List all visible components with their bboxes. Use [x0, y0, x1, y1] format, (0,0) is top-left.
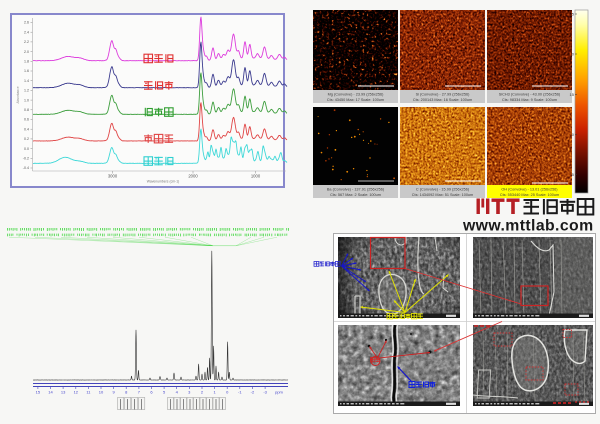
svg-text:1.4: 1.4 — [24, 79, 29, 83]
svg-text:Cts: 43450 Max: 17 Scale: 100u: Cts: 43450 Max: 17 Scale: 100um — [327, 98, 384, 102]
svg-text:Ba (Convolve) - 137.91 (256x25: Ba (Convolve) - 137.91 (256x256) — [327, 188, 385, 192]
svg-text:15: 15 — [36, 390, 41, 395]
svg-text:8: 8 — [125, 390, 128, 395]
svg-text:12: 12 — [74, 390, 79, 395]
svg-text:2: 2 — [201, 390, 204, 395]
svg-text:SiCH3 (Convolve) - 43.00 (256x: SiCH3 (Convolve) - 43.00 (256x256) — [499, 93, 561, 97]
svg-text:25: 25 — [570, 12, 575, 17]
svg-text:OH (Convolve) - 13.01 (256x256: OH (Convolve) - 13.01 (256x256) — [501, 188, 558, 192]
svg-text:20: 20 — [570, 52, 575, 57]
svg-text:Cts: 553440 Max: 25 Scale: 100: Cts: 553440 Max: 25 Scale: 100um — [500, 193, 559, 197]
svg-text:3: 3 — [188, 390, 191, 395]
svg-text:9: 9 — [112, 390, 115, 395]
svg-text:10: 10 — [570, 132, 575, 137]
svg-text:1.6: 1.6 — [24, 69, 29, 73]
svg-text:Absorbance: Absorbance — [16, 86, 20, 103]
svg-text:Cts: 98334 Max: 9 Scale: 100um: Cts: 98334 Max: 9 Scale: 100um — [502, 98, 557, 102]
svg-text:www.mttlab.com: www.mttlab.com — [462, 218, 594, 235]
svg-text:-1: -1 — [238, 390, 242, 395]
svg-text:4: 4 — [176, 390, 179, 395]
svg-text:1.0: 1.0 — [24, 98, 29, 102]
svg-text:C (Convolve) - 15.99 (256x256): C (Convolve) - 15.99 (256x256) — [416, 188, 470, 192]
svg-text:15: 15 — [570, 92, 575, 97]
svg-text:Cts: 567 Max: 2 Scale: 100um: Cts: 567 Max: 2 Scale: 100um — [330, 193, 381, 197]
svg-text:13: 13 — [61, 390, 66, 395]
svg-text:1000: 1000 — [251, 174, 261, 179]
svg-text:0: 0 — [226, 390, 229, 395]
svg-text:7: 7 — [138, 390, 141, 395]
svg-text:0.6: 0.6 — [24, 118, 29, 122]
svg-text:14: 14 — [48, 390, 53, 395]
svg-text:Cts: 1434092 Max: 51 Scale: 10: Cts: 1434092 Max: 51 Scale: 100um — [412, 193, 473, 197]
svg-text:1: 1 — [213, 390, 216, 395]
svg-text:10: 10 — [99, 390, 104, 395]
svg-text:Mg (Convolve) - 23.99 (256x256: Mg (Convolve) - 23.99 (256x256) — [328, 93, 384, 97]
svg-text:2.0: 2.0 — [24, 50, 29, 54]
svg-text:3000: 3000 — [108, 174, 118, 179]
svg-text:1.2: 1.2 — [24, 89, 29, 93]
svg-text:2.4: 2.4 — [24, 30, 29, 34]
svg-text:6: 6 — [150, 390, 153, 395]
svg-text:ppm: ppm — [275, 390, 283, 395]
svg-text:Wavenumbers (cm-1): Wavenumbers (cm-1) — [147, 180, 179, 184]
svg-text:-3: -3 — [263, 390, 267, 395]
svg-text:1.8: 1.8 — [24, 60, 29, 64]
svg-text:Cts: 200143 Max: 16 Scale: 100: Cts: 200143 Max: 16 Scale: 100um — [413, 98, 472, 102]
svg-text:2.6: 2.6 — [24, 21, 29, 25]
svg-text:0.0: 0.0 — [24, 147, 29, 151]
svg-text:0.2: 0.2 — [24, 137, 29, 141]
svg-text:-0.4: -0.4 — [23, 166, 29, 170]
svg-text:-2: -2 — [251, 390, 255, 395]
svg-text:-0.2: -0.2 — [23, 157, 29, 161]
svg-text:0.4: 0.4 — [24, 127, 29, 131]
svg-text:2.2: 2.2 — [24, 40, 29, 44]
svg-text:Si (Convolve) - 27.99 (256x256: Si (Convolve) - 27.99 (256x256) — [416, 93, 471, 97]
svg-text:0.8: 0.8 — [24, 108, 29, 112]
svg-text:11: 11 — [86, 390, 91, 395]
svg-text:5: 5 — [163, 390, 166, 395]
svg-text:2000: 2000 — [188, 174, 198, 179]
svg-text:5: 5 — [572, 172, 575, 177]
